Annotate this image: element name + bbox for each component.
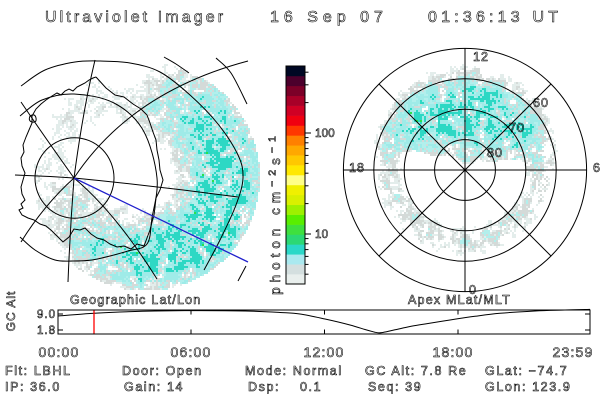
svg-text:18:00: 18:00	[432, 344, 473, 360]
svg-text:Apex MLat/MLT: Apex MLat/MLT	[408, 293, 511, 307]
svg-text:80: 80	[487, 146, 503, 160]
svg-text:photon cm−2s−1: photon cm−2s−1	[267, 131, 284, 295]
svg-text:18: 18	[349, 161, 365, 175]
svg-text:Ultraviolet Imager: Ultraviolet Imager	[45, 9, 226, 26]
svg-text:01:36:13 UT: 01:36:13 UT	[428, 9, 562, 26]
svg-text:0: 0	[469, 283, 477, 297]
svg-text:Gain: 14: Gain: 14	[124, 380, 184, 394]
svg-text:IP: 36.0: IP: 36.0	[5, 380, 61, 394]
svg-text:100: 100	[315, 128, 335, 140]
svg-text:1.8: 1.8	[37, 325, 56, 337]
svg-text:12:00: 12:00	[303, 344, 344, 360]
svg-text:16 Sep 07: 16 Sep 07	[270, 9, 388, 26]
svg-text:6: 6	[593, 161, 600, 175]
svg-text:Geographic Lat/Lon: Geographic Lat/Lon	[70, 293, 201, 307]
svg-text:60: 60	[533, 96, 549, 110]
svg-text:0.1: 0.1	[300, 380, 322, 394]
svg-text:GC Alt: 7.8 Re: GC Alt: 7.8 Re	[365, 364, 467, 378]
svg-text:00:00: 00:00	[38, 344, 79, 360]
svg-text:Seq: 39: Seq: 39	[368, 380, 422, 394]
svg-text:12: 12	[473, 50, 489, 64]
svg-text:Dsp:: Dsp:	[248, 380, 280, 394]
svg-text:Door: Open: Door: Open	[122, 364, 203, 378]
svg-text:GLon: 123.9: GLon: 123.9	[485, 380, 571, 394]
svg-text:9.0: 9.0	[37, 309, 56, 321]
svg-text:23:59: 23:59	[552, 344, 593, 360]
svg-text:Mode: Normal: Mode: Normal	[245, 364, 343, 378]
svg-text:06:00: 06:00	[170, 344, 211, 360]
svg-text:Flt: LBHL: Flt: LBHL	[5, 364, 72, 378]
svg-text:GC Alt: GC Alt	[4, 291, 18, 332]
svg-text:70: 70	[509, 121, 525, 135]
svg-text:GLat: −74.7: GLat: −74.7	[485, 364, 568, 378]
svg-text:10: 10	[315, 229, 328, 241]
